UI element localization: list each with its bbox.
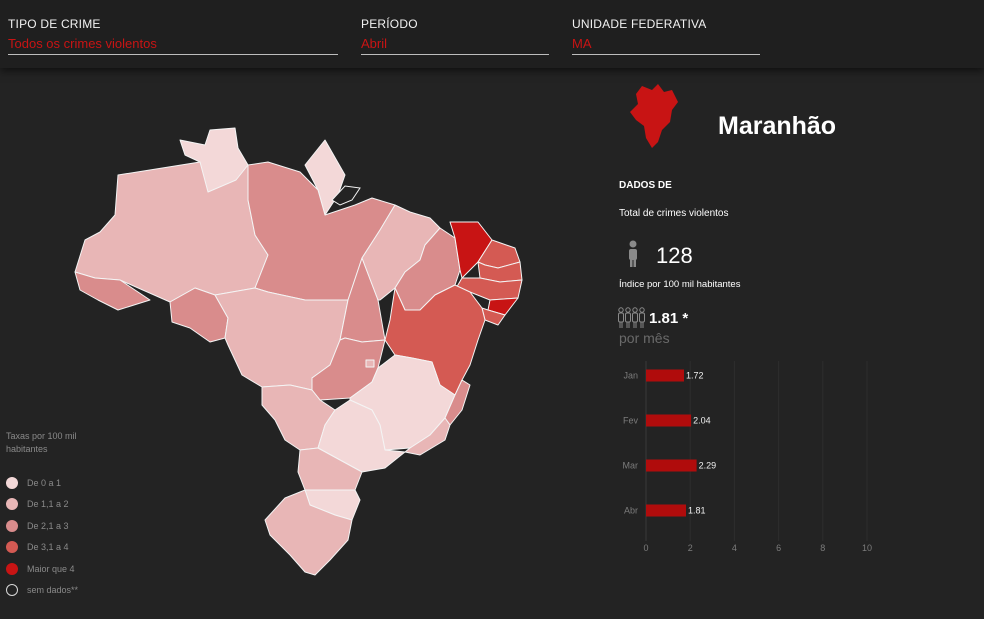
bar bbox=[646, 414, 692, 427]
brazil-map bbox=[74, 127, 523, 576]
bar bbox=[646, 504, 687, 517]
state-CE[interactable] bbox=[449, 221, 493, 279]
data-heading: DADOS DE bbox=[619, 180, 672, 191]
legend-swatch-icon bbox=[6, 562, 18, 575]
crime-type-filter[interactable]: TIPO DE CRIME Todos os crimes violentos bbox=[8, 17, 338, 55]
monthly-bar-chart: 0 2 4 6 8 10 Jan 1.72 Fev 2.04 Mar 2.29 Abr 1.81 bbox=[623, 361, 872, 553]
x-tick-label: 6 bbox=[776, 543, 781, 553]
legend-label: De 0 a 1 bbox=[27, 477, 62, 488]
state-name: Maranhão bbox=[718, 112, 837, 140]
x-tick-label: 4 bbox=[732, 543, 737, 553]
filter-bar: TIPO DE CRIME Todos os crimes violentos … bbox=[0, 0, 984, 68]
crime-count: 128 bbox=[656, 243, 693, 268]
x-tick-label: 10 bbox=[862, 543, 872, 553]
legend-swatch-icon bbox=[6, 519, 18, 532]
legend-title: Taxas por 100 mil habitantes bbox=[6, 431, 77, 454]
marajo-islands bbox=[331, 185, 361, 206]
y-category-label: Jan bbox=[623, 371, 638, 381]
x-tick-label: 0 bbox=[643, 543, 648, 553]
x-tick-label: 2 bbox=[688, 543, 693, 553]
state-filter[interactable]: UNIDADE FEDERATIVA MA bbox=[572, 17, 760, 55]
x-tick-label: 8 bbox=[820, 543, 825, 553]
state-select[interactable]: MA bbox=[572, 36, 760, 55]
state-RS[interactable] bbox=[264, 489, 353, 576]
bar-value-label: 2.29 bbox=[699, 461, 717, 471]
legend-swatch-icon bbox=[6, 541, 18, 554]
state-DF[interactable] bbox=[365, 359, 375, 368]
bar-value-label: 1.81 bbox=[688, 506, 706, 516]
legend-swatch-icon bbox=[6, 498, 18, 511]
state-RJ[interactable] bbox=[404, 417, 451, 456]
state-SP[interactable] bbox=[317, 399, 406, 473]
crime-type-select[interactable]: Todos os crimes violentos bbox=[8, 36, 338, 55]
crime-type-caption: Total de crimes violentos bbox=[619, 208, 729, 219]
state-AC[interactable] bbox=[74, 271, 151, 311]
y-category-label: Fev bbox=[623, 416, 639, 426]
state-silhouette-icon bbox=[630, 84, 678, 148]
legend-label: De 3,1 a 4 bbox=[27, 542, 69, 553]
legend-swatch-icon bbox=[6, 476, 18, 489]
period-label: PERÍODO bbox=[361, 17, 418, 31]
crime-type-label: TIPO DE CRIME bbox=[8, 17, 101, 31]
bar-value-label: 2.04 bbox=[693, 416, 711, 426]
legend-label: sem dados** bbox=[27, 585, 79, 596]
legend-item-0[interactable]: De 0 a 1 bbox=[6, 472, 106, 494]
person-icon bbox=[629, 240, 637, 267]
legend-item-5[interactable]: sem dados** bbox=[6, 580, 106, 602]
legend-item-2[interactable]: De 2,1 a 3 bbox=[6, 515, 106, 537]
index-label: Índice por 100 mil habitantes bbox=[619, 279, 741, 290]
state-label: UNIDADE FEDERATIVA bbox=[572, 17, 707, 31]
map-legend: Taxas por 100 mil habitantes De 0 a 1 De… bbox=[6, 430, 106, 601]
legend-label: De 2,1 a 3 bbox=[27, 520, 69, 531]
rate-value: 1.81 * bbox=[649, 310, 689, 327]
legend-item-1[interactable]: De 1,1 a 2 bbox=[6, 494, 106, 516]
people-group-icon bbox=[618, 307, 645, 328]
period-select[interactable]: Abril bbox=[361, 36, 549, 55]
per-month-label: por mês bbox=[619, 330, 670, 346]
y-category-label: Mar bbox=[623, 461, 639, 471]
legend-item-4[interactable]: Maior que 4 bbox=[6, 558, 106, 580]
bar bbox=[646, 459, 697, 472]
legend-item-3[interactable]: De 3,1 a 4 bbox=[6, 537, 106, 559]
period-filter[interactable]: PERÍODO Abril bbox=[361, 17, 549, 55]
state-MG[interactable] bbox=[349, 354, 456, 451]
legend-swatch-icon bbox=[6, 584, 18, 597]
legend-label: De 1,1 a 2 bbox=[27, 499, 69, 510]
legend-label: Maior que 4 bbox=[27, 563, 75, 574]
bar-value-label: 1.72 bbox=[686, 371, 704, 381]
bar bbox=[646, 369, 685, 382]
y-category-label: Abr bbox=[624, 506, 638, 516]
